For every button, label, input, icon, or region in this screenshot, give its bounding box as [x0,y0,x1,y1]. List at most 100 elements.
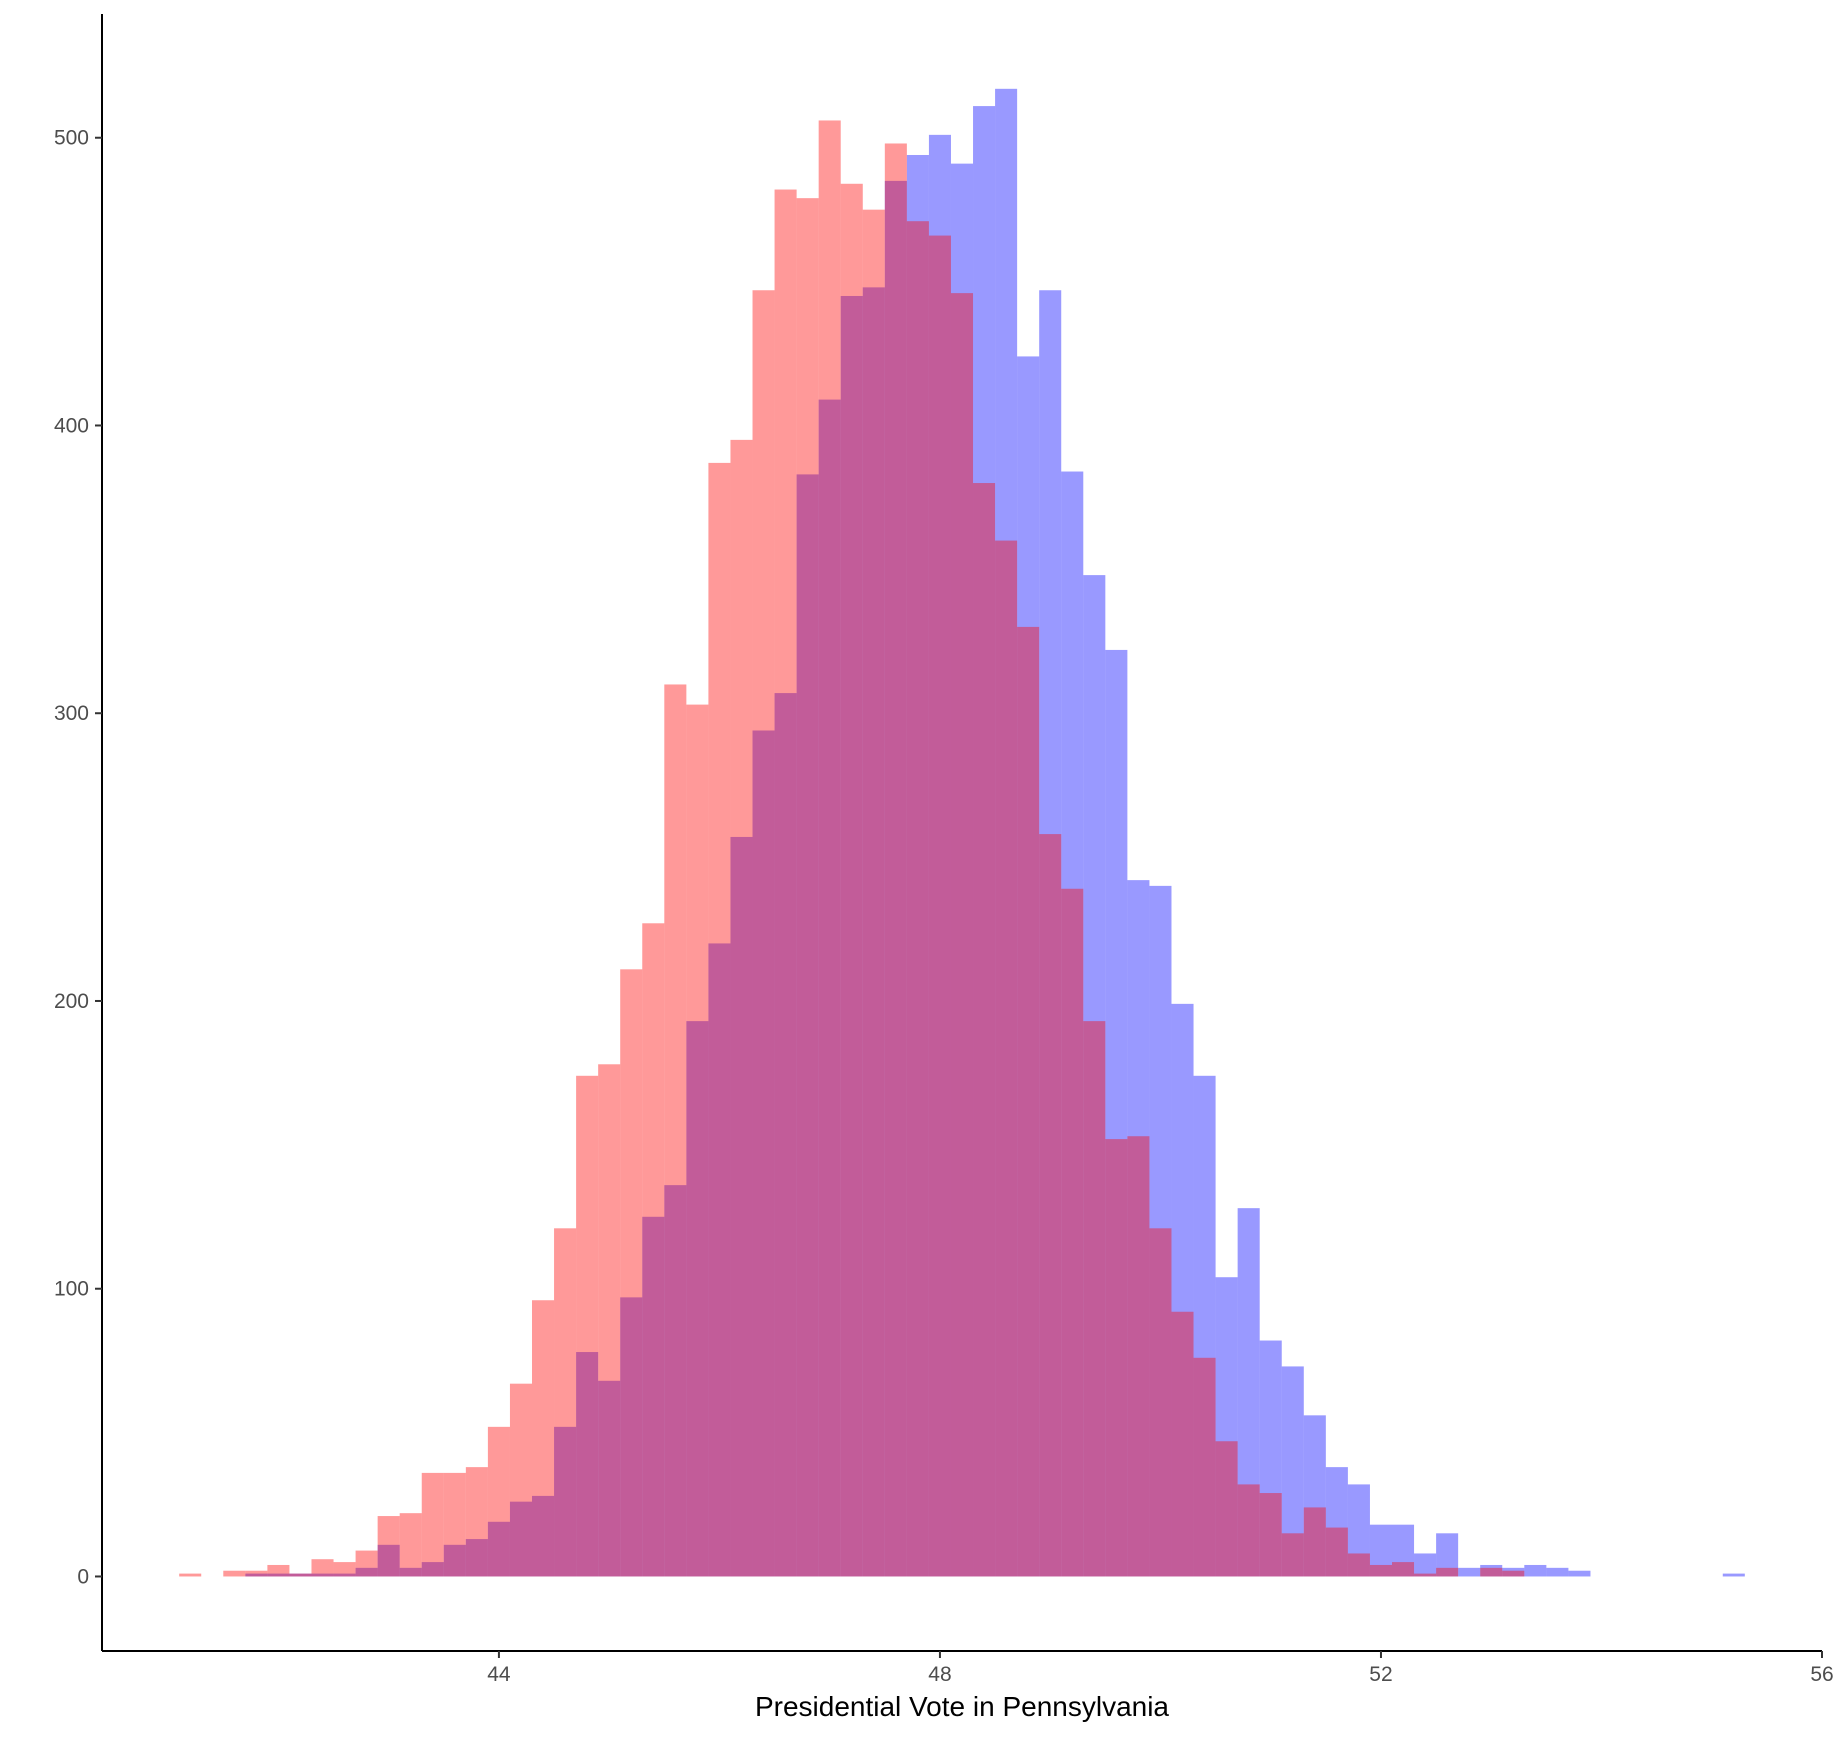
y-tick-label: 100 [54,1278,89,1301]
bar [995,88,1018,1577]
bar [443,1544,466,1577]
bar [973,106,996,1577]
bar [664,1185,687,1577]
bar [1193,1075,1216,1577]
bar [664,684,687,1577]
bar [862,287,885,1577]
bar [1347,1484,1370,1577]
bar [1303,1507,1326,1577]
bar [884,143,907,1577]
bar [1149,1228,1172,1577]
bar [1237,1484,1260,1577]
bar [377,1516,400,1577]
x-tick-label: 44 [487,1663,511,1686]
bar [840,183,863,1577]
bar [245,1570,268,1577]
bar [554,1228,577,1577]
bar [950,163,974,1577]
bar [509,1383,532,1577]
bar [752,290,775,1577]
bar [928,235,951,1577]
bar [465,1539,488,1577]
bar [399,1513,422,1577]
x-tick-label: 48 [928,1663,951,1686]
bar [1215,1441,1238,1577]
bar [554,1426,577,1577]
bar [1392,1524,1415,1577]
bar [840,295,863,1577]
bar [1458,1567,1481,1577]
bar [1480,1564,1503,1577]
bar [1061,471,1084,1577]
y-tick-label: 200 [54,990,89,1013]
bar [928,134,951,1577]
y-tick-label: 0 [77,1565,89,1588]
y-tick-label: 300 [54,702,89,725]
bar [311,1573,334,1577]
bar [377,1544,400,1577]
bar [708,462,731,1577]
bar [1083,575,1106,1577]
bar [1414,1553,1437,1577]
bar [818,120,841,1577]
bar [1259,1493,1282,1577]
x-tick-label: 56 [1810,1663,1833,1686]
bar [532,1300,555,1577]
bar [1502,1570,1525,1577]
bar [950,293,974,1577]
bar [1436,1533,1459,1577]
bar [1281,1533,1304,1577]
bar [862,209,885,1577]
bar [1392,1562,1415,1577]
bar [509,1501,532,1577]
bar [1414,1573,1437,1577]
bar [487,1426,510,1577]
bar [1369,1524,1392,1577]
bar [752,730,775,1577]
bar [1347,1553,1370,1577]
bar [995,540,1018,1577]
bar [620,969,643,1577]
bar [906,154,929,1577]
bar [730,439,753,1577]
bar [598,1380,621,1577]
bar [973,483,996,1577]
bar [818,399,841,1577]
bar [1436,1567,1459,1577]
bar [289,1573,312,1577]
bar [642,1216,665,1577]
y-tick-label: 400 [54,414,89,437]
bar [1325,1527,1348,1577]
bar [1105,649,1128,1577]
bar [1039,834,1062,1577]
bar [1149,885,1172,1577]
bar [267,1564,290,1577]
bar [245,1573,268,1577]
bar [730,836,753,1577]
bar [1502,1567,1525,1577]
bar [1259,1340,1282,1577]
bar [686,1021,709,1577]
bar [1325,1467,1348,1577]
bar [1083,1021,1106,1577]
x-tick-label: 52 [1369,1663,1392,1686]
bar [576,1352,599,1577]
bar [1722,1573,1745,1577]
bar [465,1467,488,1577]
bar [1127,880,1150,1577]
bar [576,1075,599,1577]
bar [642,923,665,1577]
bar [1017,356,1040,1577]
bar [267,1573,290,1577]
bar [399,1567,422,1577]
bar [1215,1277,1238,1577]
bar [906,221,929,1577]
bar [884,180,907,1577]
bar [179,1573,202,1577]
bar [1017,626,1040,1577]
bar [1369,1564,1392,1577]
bar [421,1472,444,1577]
bar [708,943,731,1577]
